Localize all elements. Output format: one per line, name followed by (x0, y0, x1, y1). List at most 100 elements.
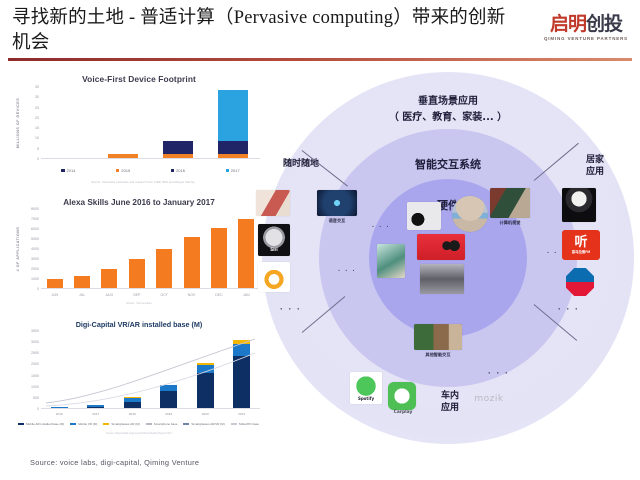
bar-segment (217, 140, 248, 155)
ytick: 4000 (31, 247, 39, 251)
logo-chinese-red: 启明 (549, 13, 587, 35)
smartphone-icon (377, 244, 405, 278)
ytick: 1000 (31, 384, 39, 389)
chart2-bars (41, 209, 260, 289)
chart2-title: Alexa Skills June 2016 to January 2017 (63, 198, 215, 207)
siri-label: Siri (270, 247, 278, 252)
computer-vision-caption: 计算机视觉 (499, 220, 521, 225)
bar (128, 259, 145, 289)
spotify-label: Spotify (357, 396, 375, 401)
bar-segment (87, 407, 105, 409)
ytick: 2000 (31, 267, 39, 271)
bar (233, 339, 251, 409)
ytick: 6000 (31, 227, 39, 231)
bar-segment (233, 355, 251, 409)
mid-ellipsis-left: · · · (338, 268, 357, 275)
ring-outer-label-line2: （ 医疗、教育、家装... ） (388, 112, 508, 123)
bar-segment (217, 90, 248, 141)
ytick: 35 (35, 85, 39, 89)
xtick: DEC (215, 293, 223, 297)
chart3-plot: 3500 3000 2500 2000 1500 1000 500 0 2016 2017 201… (14, 329, 264, 435)
xtick: 2017 (92, 412, 100, 416)
ytick: 2000 (31, 362, 39, 367)
xtick: 2018 (128, 412, 136, 416)
bar-segment (50, 406, 68, 408)
qiming-logo: 启明创投 QIMING VENTURE PARTNERS (538, 14, 634, 54)
legend-label: 2017 (230, 168, 240, 173)
chart2-xticks: JUN JUL AUG SEP OCT NOV DEC JAN (41, 293, 260, 297)
ring-outer-label-line1: 垂直场景应用 (418, 96, 478, 107)
ytick: 3500 (31, 329, 39, 333)
chart3-yticks: 3500 3000 2500 2000 1500 1000 500 0 (23, 329, 40, 411)
car-dashboard-icon (420, 264, 464, 294)
bar-segment (50, 407, 68, 409)
legend-item: Mobile VR (M) (70, 422, 97, 426)
legend-swatch (183, 423, 190, 425)
side-label-incar-apps: 车内 应用 (428, 390, 472, 414)
mozik-label: mozik (474, 394, 504, 404)
chart3-title: Digi-Capital VR/AR installed base (M) (75, 320, 203, 329)
inner-ellipsis: · · · (372, 224, 391, 231)
bar (101, 269, 118, 289)
ytick: 8000 (31, 207, 39, 211)
chart3-legend: Mobile AR installed base (M) Mobile VR (M… (18, 422, 260, 426)
chart2-ylabel: # OF APPLICATIONS (15, 226, 20, 272)
bar-segment (196, 364, 214, 374)
bar (196, 362, 214, 409)
ytick: 2500 (31, 351, 39, 356)
xtick: SEP (133, 293, 141, 297)
xtick: 2021 (238, 412, 246, 416)
xtick: OCT (160, 293, 168, 297)
bar (238, 219, 255, 289)
pervasive-computing-diagram: 垂直场景应用 （ 医疗、教育、家装... ） 智能交互系统 硬件 随时随地 居家… (256, 72, 634, 444)
slide-header: 寻找新的土地 - 普适计算（Pervasive computing）带来的创新机… (0, 0, 640, 62)
spotify-icon (350, 372, 382, 404)
ytick: 500 (33, 395, 39, 400)
chart-digi-capital-vr-ar: Digi-Capital VR/AR installed base (M) 35… (14, 316, 264, 435)
legend-item: Smartglasses AR (M) (103, 422, 140, 426)
chart1-caption: Source: VoiceLabs estimates and research… (91, 180, 195, 184)
legend-swatch (61, 168, 65, 173)
ring-outer-label: 垂直场景应用 （ 医疗、教育、家装... ） (348, 94, 548, 126)
legend-swatch (170, 168, 175, 173)
xtick: 2019 (165, 412, 173, 416)
side-label-incar-line2: 应用 (440, 403, 459, 413)
legend-swatch (116, 168, 120, 173)
ytick: 5 (37, 146, 39, 151)
xtick: JUN (51, 293, 59, 297)
bar (217, 90, 248, 159)
amazon-echo-icon (407, 202, 441, 230)
charts-column: Voice-First Device Footprint MILLIONS OF… (14, 68, 264, 440)
logo-english: QIMING VENTURE PARTNERS (543, 36, 629, 41)
legend-label: Mobile VR (M) (78, 422, 98, 426)
chart1-plot: MILLIONS OF DEVICES 35 30 25 20 15 10 5 0 2014 2… (14, 85, 264, 184)
side-label-home-apps: 居家 应用 (568, 154, 622, 178)
ytick: 0 (37, 407, 39, 411)
smart-bulb-icon (562, 188, 596, 222)
chart2-plot: # OF APPLICATIONS 8000 7000 6000 5000 4000 30… (14, 207, 264, 305)
chart3-xticks: 2016 2017 2018 2019 2020 2021 (41, 412, 260, 416)
legend-label: Smartglasses AR/VR (M) (191, 422, 225, 426)
other-interaction-icon (414, 324, 462, 350)
legend-label: Mobile AR installed base (M) (26, 422, 65, 426)
chart3-caption: Source: Digi-Capital Augmented/Virtual R… (105, 432, 173, 435)
xtick: 2020 (201, 412, 209, 416)
legend-swatch (225, 168, 229, 173)
bar (123, 396, 141, 409)
bar (160, 384, 178, 409)
legend-item: 2015 (116, 168, 130, 173)
carplay-label: Carplay (393, 410, 413, 415)
legend-label: 2015 (121, 168, 131, 173)
other-interaction-caption: 其他智能交互 (425, 352, 451, 357)
ytick: 3000 (31, 257, 39, 261)
ximalaya-glyph: 听 (574, 234, 588, 249)
legend-item: 2014 (61, 168, 75, 173)
ring-mid-label: 智能交互系统 (415, 158, 481, 171)
bar (74, 276, 91, 289)
chart1-ylabel: MILLIONS OF DEVICES (15, 97, 20, 149)
chart1-title: Voice-First Device Footprint (82, 74, 196, 84)
carplay-icon (388, 382, 416, 410)
ximalaya-fm-icon: 听 喜马拉雅FM (562, 230, 600, 260)
voice-interaction-icon (317, 190, 357, 216)
